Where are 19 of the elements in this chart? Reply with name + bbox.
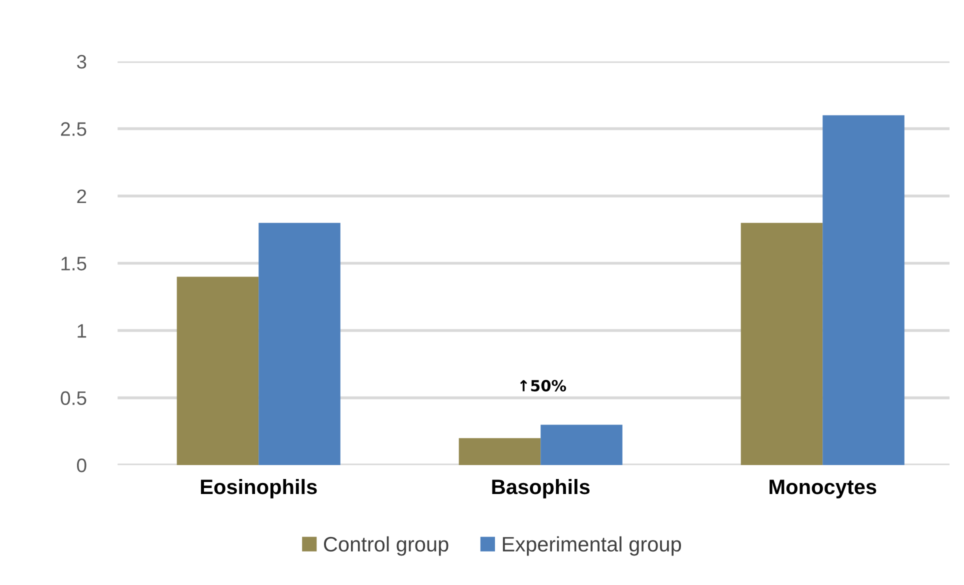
y-tick-label: 3 — [76, 54, 86, 69]
legend-label: Experimental group — [502, 536, 682, 556]
y-tick-label: 1.5 — [62, 256, 86, 270]
y-tick-label: 1 — [78, 324, 86, 338]
bar — [540, 424, 622, 466]
legend-label: Control group — [324, 536, 448, 556]
bar — [258, 222, 340, 466]
bar — [822, 115, 904, 466]
y-tick-label: 0 — [77, 458, 86, 472]
bar — [740, 222, 823, 466]
y-tick-label: 2.5 — [61, 122, 86, 136]
y-tick-label: 0.5 — [60, 391, 86, 406]
y-tick-label: 2 — [77, 189, 86, 204]
annotation: ↑50% — [520, 380, 566, 392]
bar — [176, 276, 259, 466]
x-tick-label: Monocytes — [770, 480, 876, 498]
x-tick-label: Eosinophils — [200, 478, 317, 498]
bar — [458, 438, 541, 466]
x-tick-label: Basophils — [492, 478, 590, 498]
